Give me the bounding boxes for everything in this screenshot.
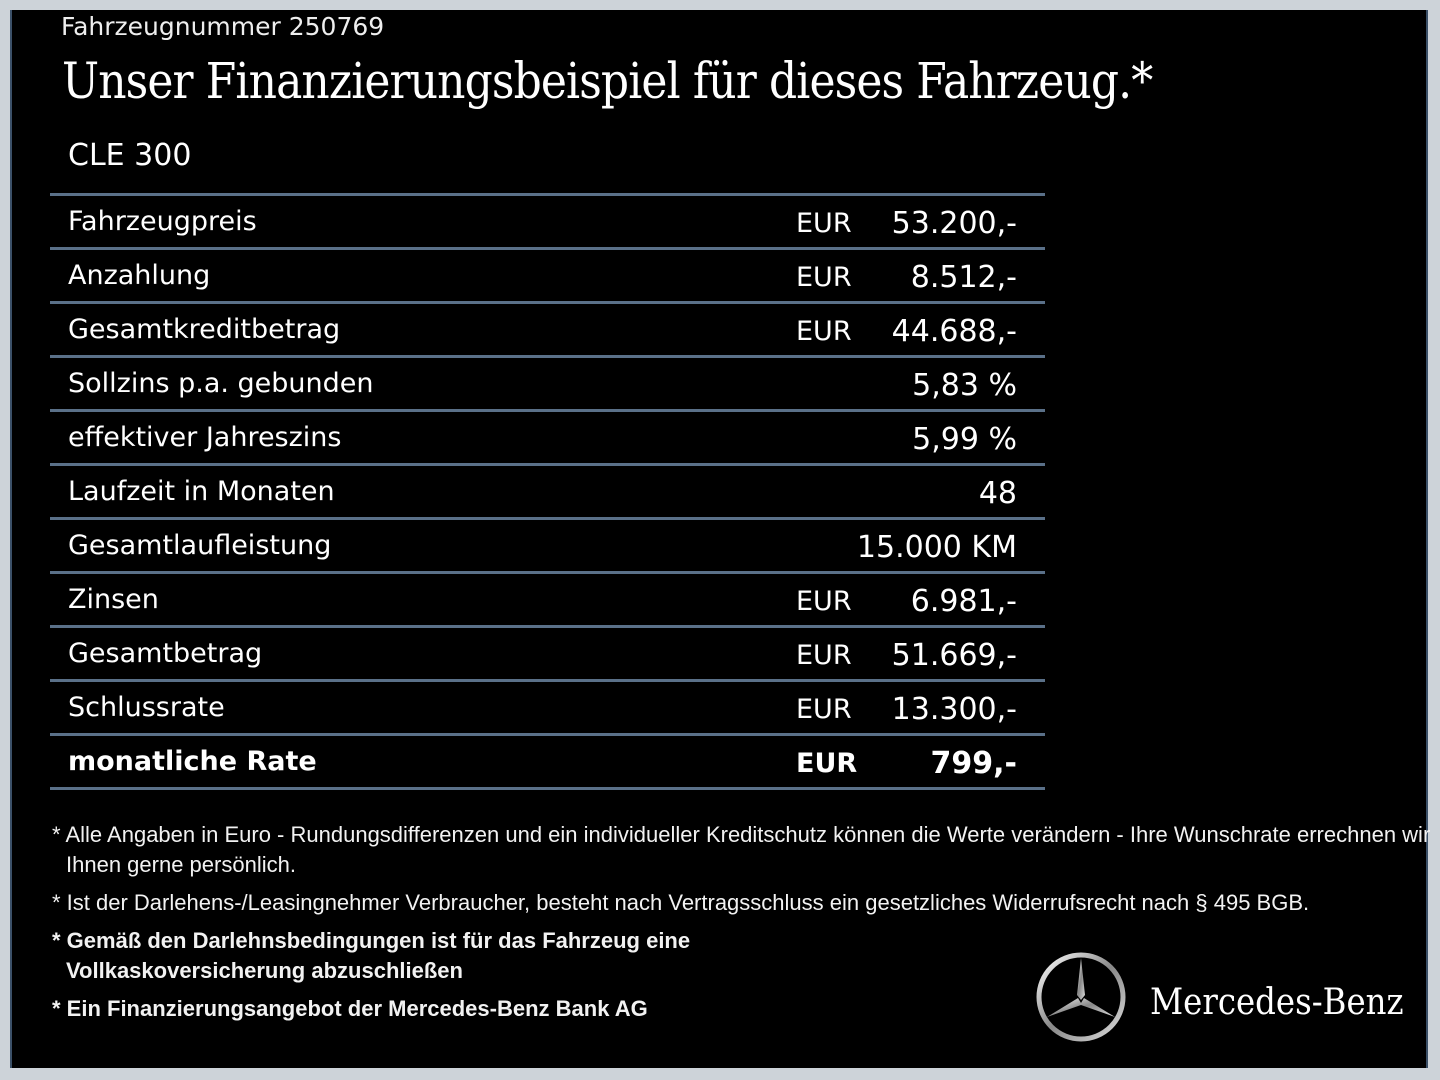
table-row: Zinsen EUR 6.981,- xyxy=(50,574,1045,628)
row-value: 53.200,- xyxy=(891,206,1017,241)
mercedes-star-logo xyxy=(1036,952,1126,1042)
footnote: * Gemäß den Darlehnsbedingungen ist für … xyxy=(52,928,691,983)
page-title: Unser Finanzierungsbeispiel für dieses F… xyxy=(62,52,1153,110)
table-row: Schlussrate EUR 13.300,- xyxy=(50,682,1045,736)
row-value: 5,99 % xyxy=(912,422,1017,457)
table-row: effektiver Jahreszins 5,99 % xyxy=(50,412,1045,466)
row-value: 799,- xyxy=(930,746,1017,781)
footnote: * Ist der Darlehens-/Leasingnehmer Verbr… xyxy=(52,890,1310,915)
table-row: Sollzins p.a. gebunden 5,83 % xyxy=(50,358,1045,412)
row-label: Anzahlung xyxy=(68,260,211,291)
row-label: effektiver Jahreszins xyxy=(68,422,342,453)
row-value: 48 xyxy=(978,476,1017,511)
row-currency: EUR xyxy=(796,748,858,779)
row-value: 13.300,- xyxy=(891,692,1017,727)
row-value: 8.512,- xyxy=(910,260,1017,295)
table-row: Gesamtlaufleistung 15.000 KM xyxy=(50,520,1045,574)
table-row: Gesamtbetrag EUR 51.669,- xyxy=(50,628,1045,682)
row-currency: EUR xyxy=(796,586,852,617)
table-row: Gesamtkreditbetrag EUR 44.688,- xyxy=(50,304,1045,358)
row-label: Gesamtbetrag xyxy=(68,638,263,669)
row-label: monatliche Rate xyxy=(68,746,317,777)
row-label: Gesamtkreditbetrag xyxy=(68,314,341,345)
footnote: * Ein Finanzierungsangebot der Mercedes-… xyxy=(52,996,648,1021)
financing-table: Fahrzeugpreis EUR 53.200,- Anzahlung EUR 8.51… xyxy=(50,193,1045,790)
table-row: Fahrzeugpreis EUR 53.200,- xyxy=(50,196,1045,250)
table-row: Anzahlung EUR 8.512,- xyxy=(50,250,1045,304)
row-label: Schlussrate xyxy=(68,692,225,723)
row-label: Gesamtlaufleistung xyxy=(68,530,332,561)
row-currency: EUR xyxy=(796,640,852,671)
vehicle-number: Fahrzeugnummer 250769 xyxy=(61,12,385,41)
row-label: Zinsen xyxy=(68,584,159,615)
row-value: 51.669,- xyxy=(891,638,1017,673)
model-name: CLE 300 xyxy=(68,138,192,173)
row-value: 15.000 KM xyxy=(856,530,1017,565)
row-value: 44.688,- xyxy=(891,314,1017,349)
footnote: * Alle Angaben in Euro - Rundungsdiffere… xyxy=(52,822,1431,877)
row-value: 5,83 % xyxy=(912,368,1017,403)
row-label: Laufzeit in Monaten xyxy=(68,476,335,507)
row-currency: EUR xyxy=(796,694,852,725)
row-currency: EUR xyxy=(796,316,852,347)
row-currency: EUR xyxy=(796,208,852,239)
row-label: Sollzins p.a. gebunden xyxy=(68,368,374,399)
row-currency: EUR xyxy=(796,262,852,293)
row-value: 6.981,- xyxy=(910,584,1017,619)
footnotes: * Alle Angaben in Euro - Rundungsdiffere… xyxy=(52,820,1440,1032)
table-row: Laufzeit in Monaten 48 xyxy=(50,466,1045,520)
brand-name: Mercedes-Benz xyxy=(1150,982,1404,1023)
offer-panel xyxy=(10,10,1428,1068)
table-row: monatliche Rate EUR 799,- xyxy=(50,736,1045,790)
row-label: Fahrzeugpreis xyxy=(68,206,257,237)
